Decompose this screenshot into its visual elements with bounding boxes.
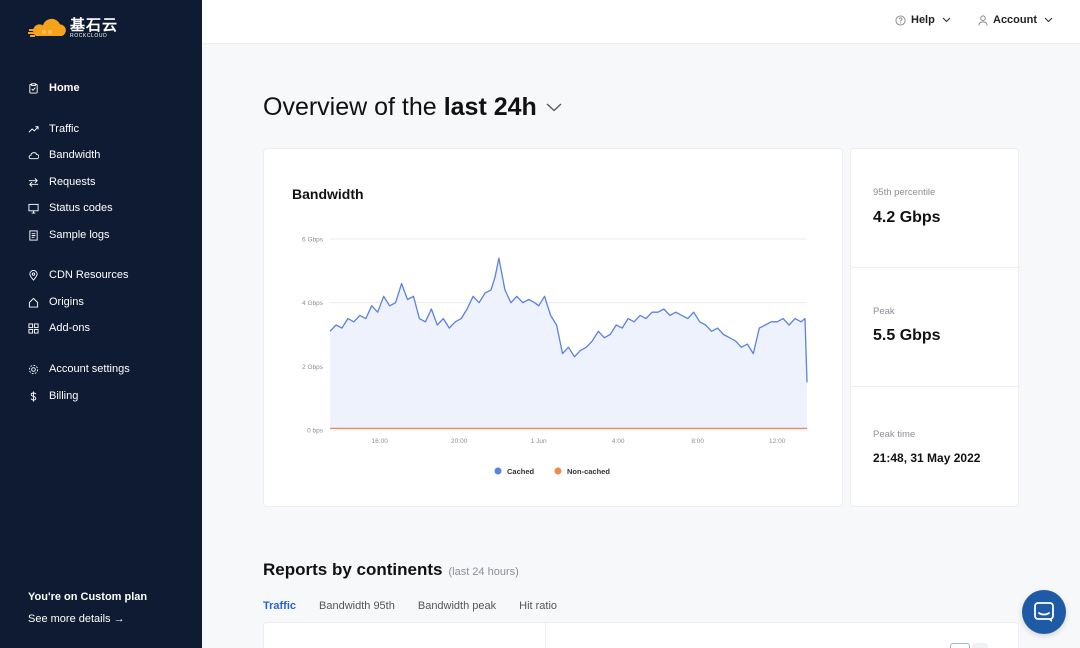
tab-traffic[interactable]: Traffic	[263, 600, 297, 612]
y-tick-label: 0 bps	[307, 428, 324, 435]
x-tick-label: 16:00	[372, 438, 389, 445]
x-tick-label: 8:00	[691, 438, 704, 445]
stat-label: Peak time	[873, 429, 916, 440]
view-toggle-option[interactable]	[950, 643, 970, 648]
divider	[545, 623, 546, 648]
sidebar-item-label: Add-ons	[49, 322, 90, 334]
tab-hit-ratio[interactable]: Hit ratio	[519, 600, 558, 612]
stats-card: 95th percentile 4.2 Gbps Peak 5.5 Gbps P…	[850, 148, 1020, 507]
trend-icon	[28, 124, 39, 135]
x-tick-label: 1 Jun	[531, 438, 547, 445]
reports-card	[263, 622, 1019, 648]
sidebar-item-account-settings[interactable]: Account settings	[28, 363, 130, 375]
help-circle-icon	[895, 14, 906, 26]
help-menu-button[interactable]: Help	[895, 14, 951, 26]
top-bar: Help Account	[202, 0, 1080, 44]
stat-peak-time: Peak time 21:48, 31 May 2022	[851, 387, 1020, 506]
account-menu-button[interactable]: Account	[978, 14, 1053, 26]
sidebar-item-label: CDN Resources	[49, 269, 129, 281]
chevron-down-icon[interactable]	[546, 103, 562, 112]
sidebar-item-label: Sample logs	[49, 229, 110, 241]
monitor-icon	[28, 203, 39, 214]
chevron-down-icon	[942, 17, 951, 23]
cloud-icon	[28, 150, 39, 161]
legend-label: Non-cached	[567, 467, 610, 476]
view-toggle-option[interactable]	[972, 643, 988, 648]
cached-series-line	[329, 257, 808, 383]
bandwidth-chart-card: Bandwidth 6 Gbps 4 Gbps 2 Gbps 0 bps 16:00 2…	[263, 148, 843, 507]
stat-value: 5.5 Gbps	[873, 327, 941, 344]
tab-bandwidth-95th[interactable]: Bandwidth 95th	[319, 600, 395, 612]
sidebar-item-billing[interactable]: Billing	[28, 390, 78, 402]
x-tick-label: 4:00	[612, 438, 625, 445]
sidebar-item-sample-logs[interactable]: Sample logs	[28, 229, 110, 241]
sidebar-item-label: Origins	[49, 296, 84, 308]
y-tick-label: 2 Gbps	[302, 364, 324, 371]
chart-title: Bandwidth	[292, 186, 364, 202]
stat-95th-percentile: 95th percentile 4.2 Gbps	[851, 149, 1020, 268]
sidebar-item-label: Account settings	[49, 363, 130, 375]
plan-text: You're on Custom plan	[28, 591, 148, 603]
reports-tabs: Traffic Bandwidth 95th Bandwidth peak Hi…	[263, 600, 580, 612]
y-tick-label: 6 Gbps	[302, 237, 324, 244]
sidebar-item-traffic[interactable]: Traffic	[28, 123, 79, 135]
logo-name-cn: 基石云	[70, 16, 119, 34]
sidebar-item-cdn-resources[interactable]: CDN Resources	[28, 269, 128, 281]
page-title: Overview of the last 24h	[263, 93, 562, 122]
house-icon	[28, 297, 39, 308]
y-tick-label: 4 Gbps	[302, 300, 324, 307]
sidebar: 基石云 ROCKCLOUD Home Traffic Bandwidth Req…	[0, 0, 202, 648]
bandwidth-chart[interactable]: 6 Gbps 4 Gbps 2 Gbps 0 bps 16:00 20:00 1 Jun 4…	[264, 149, 844, 508]
sidebar-item-label: Home	[49, 82, 80, 94]
sidebar-item-bandwidth[interactable]: Bandwidth	[28, 149, 100, 161]
logo-name-en: ROCKCLOUD	[70, 32, 108, 39]
stat-label: 95th percentile	[873, 187, 936, 198]
tab-bandwidth-peak[interactable]: Bandwidth peak	[417, 600, 497, 612]
legend-label: Cached	[507, 467, 535, 476]
sidebar-item-requests[interactable]: Requests	[28, 176, 95, 188]
grid-icon	[28, 322, 39, 334]
user-icon	[978, 14, 988, 26]
chevron-down-icon	[1044, 17, 1053, 23]
dollar-icon	[28, 390, 39, 402]
stat-label: Peak	[873, 306, 895, 317]
sidebar-item-label: Status codes	[49, 202, 113, 214]
legend-marker	[494, 467, 502, 475]
account-label: Account	[993, 14, 1037, 26]
page-title-prefix: Overview of the	[263, 93, 437, 121]
sidebar-item-origins[interactable]: Origins	[28, 296, 84, 308]
cached-area-fill	[330, 258, 807, 430]
chat-icon	[1034, 602, 1054, 622]
clipboard-icon	[28, 82, 39, 94]
sidebar-item-label: Billing	[49, 390, 79, 402]
rockcloud-logo[interactable]: 基石云 ROCKCLOUD	[28, 16, 118, 40]
help-label: Help	[911, 14, 935, 26]
reports-title-text: Reports by continents	[263, 560, 443, 579]
stat-value: 4.2 Gbps	[873, 209, 941, 226]
sidebar-item-label: Bandwidth	[49, 149, 101, 161]
legend-marker	[554, 467, 562, 475]
x-tick-label: 20:00	[451, 438, 468, 445]
sidebar-item-label: Requests	[49, 176, 96, 188]
swap-arrows-icon	[28, 177, 39, 188]
plan-details-link[interactable]: See more details →	[28, 613, 125, 625]
cloud-logo-icon	[28, 18, 66, 37]
reports-title: Reports by continents (last 24 hours)	[263, 560, 519, 580]
sidebar-item-label: Traffic	[49, 123, 79, 135]
stat-peak: Peak 5.5 Gbps	[851, 268, 1020, 387]
reports-subtitle: (last 24 hours)	[448, 566, 519, 578]
sidebar-item-home[interactable]: Home	[28, 82, 80, 94]
x-tick-label: 12:00	[769, 438, 786, 445]
stat-value: 21:48, 31 May 2022	[873, 451, 981, 465]
chat-support-button[interactable]	[1022, 590, 1066, 634]
gear-icon	[28, 364, 39, 375]
map-pin-icon	[28, 269, 39, 281]
sidebar-item-add-ons[interactable]: Add-ons	[28, 322, 90, 334]
document-icon	[28, 229, 39, 241]
sidebar-item-status-codes[interactable]: Status codes	[28, 202, 113, 214]
time-range-label[interactable]: last 24h	[443, 93, 537, 121]
